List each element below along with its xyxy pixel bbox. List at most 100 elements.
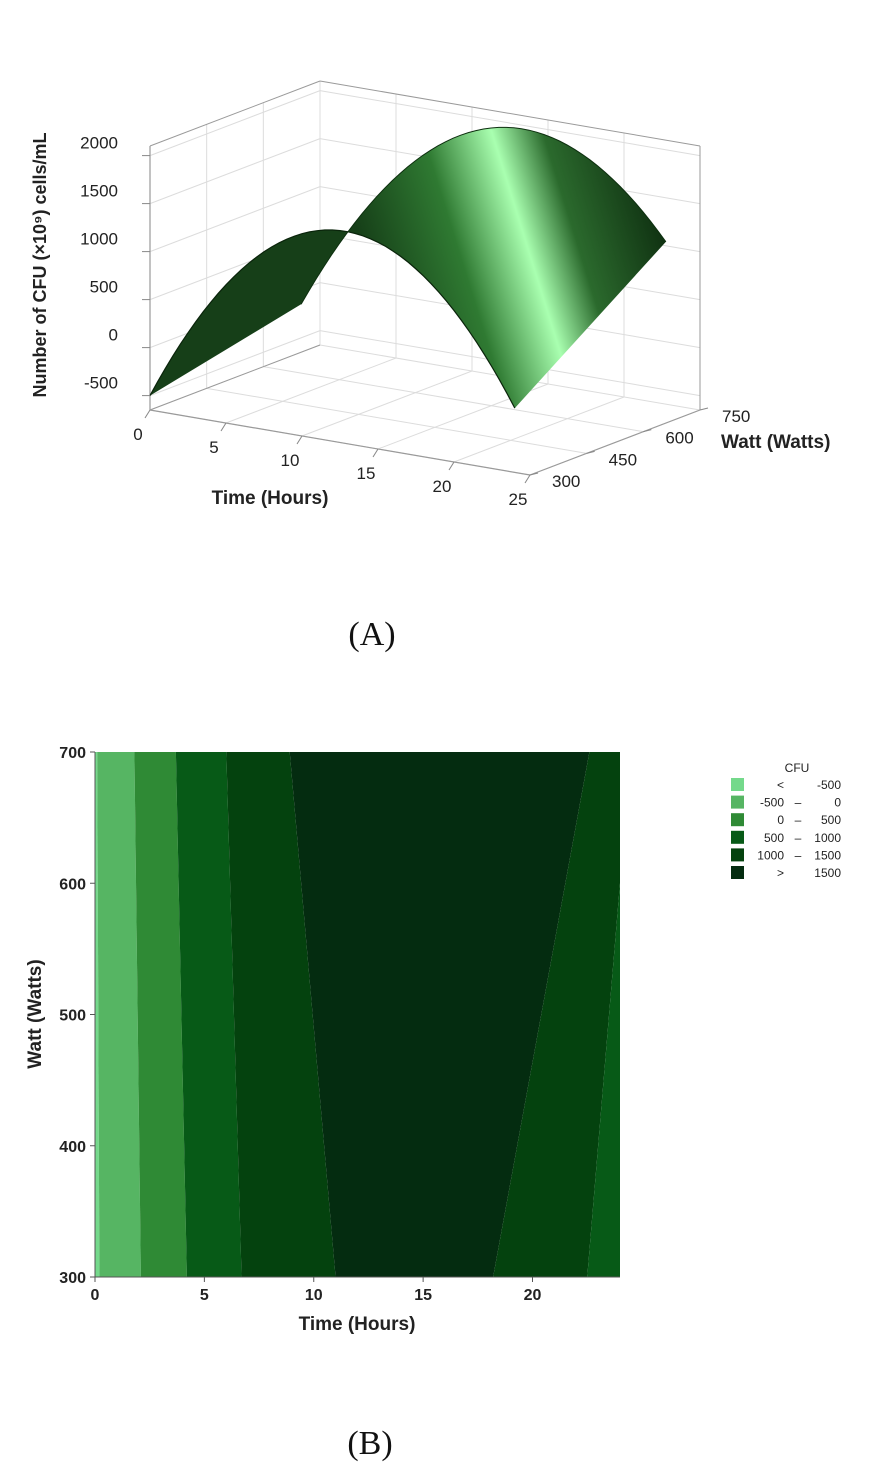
legend-range-from: -500 xyxy=(760,796,784,810)
legend-range-to: 500 xyxy=(821,813,841,827)
legend-range-to: -500 xyxy=(817,778,841,792)
chart-b-ylabel: Watt (Watts) xyxy=(25,959,46,1068)
chart-b-panel-label: (B) xyxy=(347,1425,392,1462)
legend-swatch xyxy=(731,848,744,862)
contour-region xyxy=(289,752,590,1277)
legend-range-dash: – xyxy=(795,813,802,827)
legend-range-from: > xyxy=(777,866,784,880)
legend-range-dash: – xyxy=(795,831,802,845)
floor-gridline xyxy=(453,396,625,463)
legend-range-to: 0 xyxy=(834,796,841,810)
chart-a-tick-labels: 0 5 10 15 20 25 300 450 600 750 -500 0 500 1000 1500 20… xyxy=(80,134,750,509)
chart-a-xlabel: Time (Hours) xyxy=(212,488,329,509)
left-wall-gridline xyxy=(149,90,321,157)
chart-b-tick-labels: 0 5 10 15 20 300 400 500 600 700 xyxy=(59,745,620,1304)
z-tick-label: 2000 xyxy=(80,134,118,153)
x-tick-mark xyxy=(220,422,227,432)
left-wall-gridline xyxy=(149,330,321,397)
y-tick-label: 750 xyxy=(722,407,750,426)
x-axis-line xyxy=(149,409,531,476)
z-tick-label: 1500 xyxy=(80,182,118,201)
z-tick-label: -500 xyxy=(84,374,118,393)
box-edge xyxy=(149,80,321,147)
y-tick-mark xyxy=(586,450,595,454)
back-wall-gridline xyxy=(319,90,701,157)
floor-gridline xyxy=(206,387,587,454)
floor-gridline xyxy=(301,370,473,437)
contour-region xyxy=(97,752,141,1277)
floor-gridline xyxy=(225,357,397,424)
contour-region xyxy=(175,752,242,1277)
y-tick-label: 300 xyxy=(552,472,580,491)
surface-back-edge xyxy=(300,126,667,305)
y-tick-mark xyxy=(529,472,539,476)
y-tick-label: 450 xyxy=(609,450,637,469)
x-tick-mark xyxy=(296,435,303,445)
x-tick-label: 5 xyxy=(200,1287,209,1304)
chart-a-surface xyxy=(149,126,667,409)
x-tick-label: 0 xyxy=(91,1287,100,1304)
x-tick-mark xyxy=(448,461,455,471)
contour-region xyxy=(587,882,620,1277)
legend-swatch xyxy=(731,795,744,809)
legend-range-to: 1500 xyxy=(814,866,841,880)
chart-a-zlabel: Number of CFU (×10⁹) cells/mL xyxy=(30,132,50,397)
y-tick-label: 300 xyxy=(59,1270,86,1287)
left-wall-gridline xyxy=(149,186,321,253)
legend-swatch xyxy=(731,813,744,827)
y-tick-label: 500 xyxy=(59,1008,86,1025)
surface-front-edge xyxy=(149,229,516,409)
legend-swatch xyxy=(731,830,744,844)
box-edge xyxy=(149,344,321,411)
x-tick-label: 0 xyxy=(133,425,142,444)
contour-region xyxy=(226,752,336,1277)
legend-range-to: 1500 xyxy=(814,848,841,862)
x-tick-label: 10 xyxy=(305,1287,323,1304)
chart-b-contour: 0 5 10 15 20 300 400 500 600 700 Time (Hours) Wat… xyxy=(25,745,841,1462)
z-tick-label: 500 xyxy=(90,278,118,297)
chart-a-ylabel: Watt (Watts) xyxy=(721,432,830,453)
y-tick-label: 700 xyxy=(59,745,86,762)
y-axis-line xyxy=(529,409,701,476)
z-tick-label: 0 xyxy=(109,326,118,345)
legend-range-from: < xyxy=(777,778,784,792)
surface-sheet xyxy=(150,127,666,409)
y-tick-label: 600 xyxy=(59,876,86,893)
x-tick-label: 20 xyxy=(433,477,452,496)
chart-a-3d-surface: 0 5 10 15 20 25 300 450 600 750 -500 0 500 1000 1500 20… xyxy=(30,80,830,653)
box-edge xyxy=(319,80,701,147)
x-tick-label: 15 xyxy=(357,464,376,483)
contour-region xyxy=(134,752,187,1277)
z-tick-label: 1000 xyxy=(80,230,118,249)
legend-swatch xyxy=(731,866,744,879)
chart-b-contour-regions xyxy=(95,752,620,1277)
y-tick-mark xyxy=(699,407,709,411)
x-tick-mark xyxy=(524,474,531,484)
legend-range-from: 0 xyxy=(777,813,784,827)
legend-swatch xyxy=(731,778,744,791)
legend-title: CFU xyxy=(785,761,810,775)
contour-region xyxy=(95,752,100,1277)
x-tick-label: 25 xyxy=(509,490,528,509)
y-tick-label: 600 xyxy=(665,429,693,448)
contour-region xyxy=(493,752,620,1277)
legend-range-dash: – xyxy=(795,796,802,810)
x-tick-label: 15 xyxy=(414,1287,432,1304)
x-tick-mark xyxy=(144,409,151,419)
y-tick-mark xyxy=(643,429,652,433)
floor-gridline xyxy=(263,366,644,433)
x-tick-label: 5 xyxy=(209,438,218,457)
legend-range-from: 500 xyxy=(764,831,784,845)
x-tick-label: 20 xyxy=(524,1287,542,1304)
legend-range-dash: – xyxy=(795,848,802,862)
x-tick-label: 10 xyxy=(281,451,300,470)
left-wall-gridline xyxy=(149,138,321,205)
legend-range-to: 1000 xyxy=(814,831,841,845)
legend-range-from: 1000 xyxy=(757,848,784,862)
x-tick-mark xyxy=(372,448,379,458)
y-tick-label: 400 xyxy=(59,1139,86,1156)
chart-a-panel-label: (A) xyxy=(348,616,395,653)
chart-b-xlabel: Time (Hours) xyxy=(299,1314,416,1335)
